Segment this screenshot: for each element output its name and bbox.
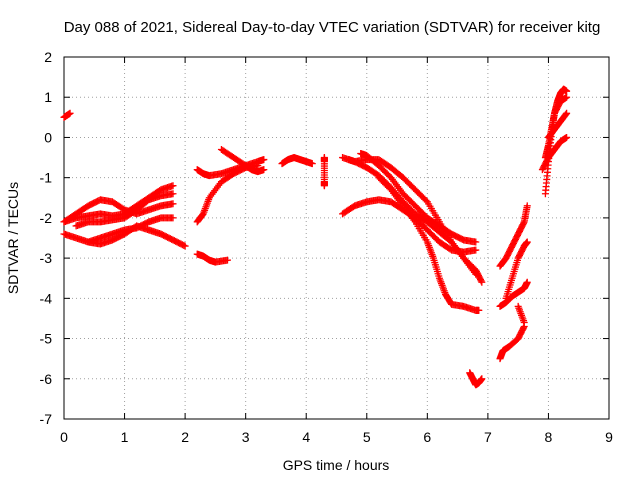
- y-tick-label: 1: [44, 89, 52, 105]
- data-point: [260, 156, 268, 164]
- data-point: [563, 133, 571, 141]
- y-tick-label: 2: [44, 49, 52, 65]
- x-axis-label: GPS time / hours: [283, 457, 390, 473]
- data-point: [563, 109, 571, 117]
- series-arc-t: [496, 278, 531, 310]
- x-tick-label: 0: [60, 429, 68, 445]
- data-point: [520, 324, 528, 332]
- data-point: [169, 182, 177, 190]
- data-point: [523, 202, 531, 210]
- y-tick-label: -2: [40, 210, 53, 226]
- data-points: [60, 85, 571, 389]
- x-tick-label: 1: [121, 429, 129, 445]
- series-arc-v: [502, 238, 531, 302]
- series-arc-f: [84, 214, 177, 246]
- series-arc-a: [60, 109, 74, 121]
- series-arc-h: [193, 162, 262, 226]
- chart-title: Day 088 of 2021, Sidereal Day-to-day VTE…: [64, 19, 601, 36]
- series-arc-u: [496, 202, 531, 270]
- y-tick-label: -7: [40, 411, 53, 427]
- x-tick-label: 5: [363, 429, 371, 445]
- y-tick-label: -1: [40, 170, 53, 186]
- series-arc-g: [193, 250, 231, 266]
- series-arc-z: [538, 133, 571, 174]
- series-arc-p: [375, 174, 483, 314]
- data-point: [478, 375, 486, 383]
- data-point: [169, 214, 177, 222]
- data-point: [523, 278, 531, 286]
- data-point: [562, 110, 570, 118]
- data-point: [563, 87, 571, 95]
- series-arc-k: [278, 154, 316, 168]
- y-tick-label: -4: [40, 290, 53, 306]
- data-point: [169, 190, 177, 198]
- series-arc-l: [320, 154, 328, 190]
- grid-lines: [64, 57, 609, 419]
- data-point: [523, 238, 531, 246]
- x-tick-label: 9: [605, 429, 613, 445]
- series-arc-o: [357, 150, 480, 246]
- series-arc-r: [466, 369, 486, 389]
- data-point: [308, 160, 316, 168]
- data-point: [520, 318, 528, 326]
- series-arc-w: [514, 302, 528, 326]
- y-tick-label: 0: [44, 129, 52, 145]
- series-arc-d: [72, 190, 177, 230]
- data-point: [180, 241, 188, 249]
- data-point: [520, 219, 528, 227]
- data-point: [422, 196, 430, 204]
- data-point: [224, 256, 231, 264]
- data-point: [478, 278, 486, 286]
- x-tick-label: 8: [545, 429, 553, 445]
- series-arc-i: [193, 156, 268, 180]
- data-point: [475, 306, 483, 314]
- x-tick-label: 3: [242, 429, 250, 445]
- data-point: [477, 277, 485, 285]
- y-tick-label: -6: [40, 371, 53, 387]
- series-arc-m: [339, 196, 480, 256]
- x-tick-label: 4: [302, 429, 310, 445]
- data-point: [320, 182, 328, 190]
- series-arc-j: [217, 146, 268, 176]
- data-point: [66, 109, 74, 117]
- series-arc-q: [345, 156, 486, 286]
- data-point: [472, 246, 480, 254]
- data-point: [169, 200, 177, 208]
- data-point: [472, 238, 480, 246]
- x-axis-ticks: 0 1 2 3 4 5 6 7 8 9: [60, 57, 613, 445]
- y-tick-label: -5: [40, 331, 53, 347]
- data-point: [563, 93, 571, 101]
- x-tick-label: 6: [423, 429, 431, 445]
- data-point: [260, 166, 268, 174]
- data-point: [181, 242, 189, 250]
- x-tick-label: 2: [181, 429, 189, 445]
- y-axis-label: SDTVAR / TECUs: [5, 182, 21, 294]
- y-tick-label: -3: [40, 250, 53, 266]
- y-axis-ticks: 2 1 0 -1 -2 -3 -4 -5 -6 -7: [40, 49, 609, 427]
- series-arc-s: [496, 322, 528, 363]
- series-arc-aa: [544, 109, 571, 141]
- plot-frame: [63, 56, 610, 420]
- x-tick-label: 7: [484, 429, 492, 445]
